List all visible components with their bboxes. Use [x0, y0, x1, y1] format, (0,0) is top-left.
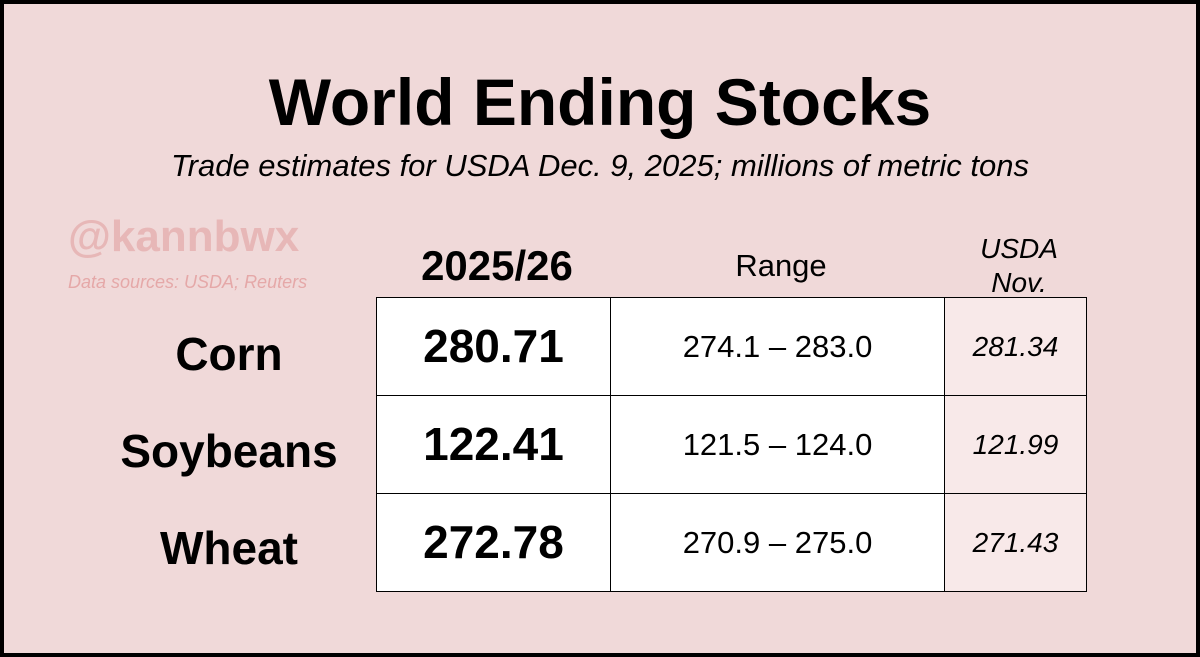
cell-corn-range: 274.1 – 283.0 — [610, 297, 945, 396]
row-label-wheat: Wheat — [160, 522, 298, 574]
watermark-handle: @kannbwx — [68, 212, 300, 261]
column-header-usda-line2: Nov. — [991, 267, 1047, 298]
column-header-range: Range — [735, 248, 827, 283]
cell-corn-usda-nov: 281.34 — [944, 297, 1087, 396]
stocks-table: 280.71 274.1 – 283.0 281.34 122.41 121.5… — [376, 297, 1087, 592]
cell-soybeans-usda-nov: 121.99 — [944, 395, 1087, 494]
cell-soybeans-range: 121.5 – 124.0 — [610, 395, 945, 494]
table-row-corn: 280.71 274.1 – 283.0 281.34 — [376, 297, 1087, 396]
cell-soybeans-estimate: 122.41 — [376, 395, 611, 494]
row-label-corn: Corn — [175, 328, 283, 380]
column-header-usda-nov: USDA Nov. — [948, 232, 1090, 300]
cell-wheat-estimate: 272.78 — [376, 493, 611, 592]
chart-title: World Ending Stocks — [268, 65, 932, 139]
table-row-wheat: 272.78 270.9 – 275.0 271.43 — [376, 493, 1087, 592]
column-header-usda-line1: USDA — [980, 233, 1058, 264]
cell-wheat-range: 270.9 – 275.0 — [610, 493, 945, 592]
row-label-soybeans: Soybeans — [120, 425, 338, 477]
cell-corn-estimate: 280.71 — [376, 297, 611, 396]
column-header-estimate: 2025/26 — [421, 242, 573, 289]
data-sources-note: Data sources: USDA; Reuters — [68, 272, 308, 292]
cell-wheat-usda-nov: 271.43 — [944, 493, 1087, 592]
table-row-soybeans: 122.41 121.5 – 124.0 121.99 — [376, 395, 1087, 494]
chart-subtitle: Trade estimates for USDA Dec. 9, 2025; m… — [171, 148, 1029, 183]
